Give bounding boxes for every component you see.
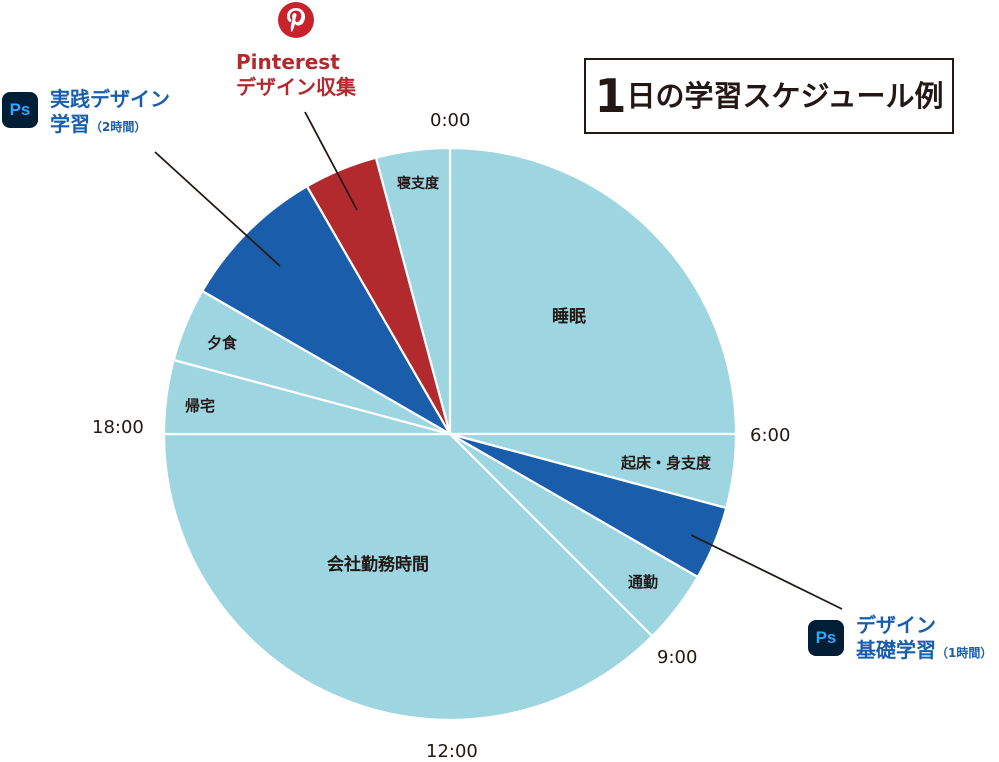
leader-line-pinterest [304,111,358,211]
label-return: 帰宅 [185,397,215,415]
label-bedprep: 寝支度 [397,175,440,192]
callout-pinterest-line1: Pinterest [236,50,340,74]
chart-title: 1 日の学習スケジュール例 [584,58,954,134]
callout-basic-duration: （1時間） [936,646,993,660]
time-label-12: 12:00 [426,741,478,762]
label-dinner: 夕食 [207,334,238,352]
label-wakeup: 起床・身支度 [620,454,712,472]
time-label-6: 6:00 [750,425,791,446]
callout-pinterest: Pinterest デザイン収集 [236,50,356,100]
callout-practice-duration: （2時間） [90,120,147,134]
leader-line-practice [154,151,281,267]
slice-practice-design-study [201,185,452,436]
time-label-0: 0:00 [430,110,471,131]
slice-bedprep [374,146,452,436]
callout-basic-line2: 基礎学習（1時間） [856,638,992,663]
label-sleep: 睡眠 [552,306,586,327]
title-number: 1 [594,69,627,123]
leader-line-basic [690,534,843,610]
time-label-18: 18:00 [92,417,144,438]
photoshop-icon: Ps [2,92,38,128]
pinterest-icon [278,2,314,38]
callout-practice-line1: 実践デザイン [50,87,170,111]
slice-sleep [448,146,738,436]
callout-pinterest-line2: デザイン収集 [236,75,356,99]
photoshop-icon: Ps [808,620,844,656]
title-text: 日の学習スケジュール例 [626,78,944,113]
time-label-9: 9:00 [657,647,698,668]
callout-practice-design-study: 実践デザイン 学習（2時間） [50,87,170,137]
slice-work [162,432,654,722]
callout-practice-line2-text: 学習 [50,112,90,136]
callout-basic-line2-text: 基礎学習 [856,638,936,662]
label-work: 会社勤務時間 [327,554,429,575]
label-commute: 通勤 [628,573,658,591]
callout-basic-design-study: デザイン 基礎学習（1時間） [856,613,992,663]
callout-practice-line2: 学習（2時間） [50,112,170,137]
callout-basic-line1: デザイン [856,613,936,637]
